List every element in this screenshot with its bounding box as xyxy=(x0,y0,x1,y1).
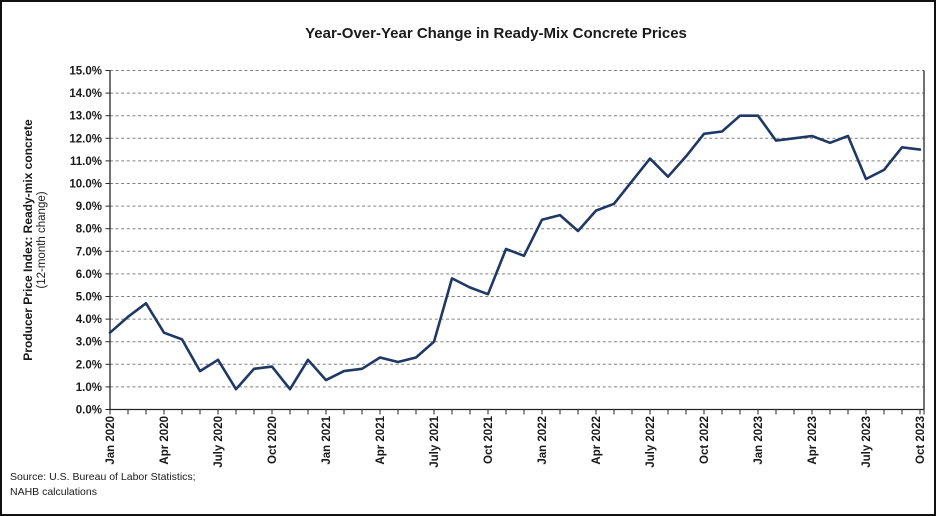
x-tick-label: July 2021 xyxy=(429,415,441,467)
price-series-line xyxy=(108,114,922,391)
x-tick-label: Apr 2022 xyxy=(591,416,603,465)
y-tick-label: 3.0% xyxy=(76,337,102,349)
x-tick-label: Oct 2020 xyxy=(267,416,279,464)
x-tick-label: Jan 2022 xyxy=(537,416,549,465)
x-tick-label: Apr 2020 xyxy=(159,416,171,465)
y-tick-label: 2.0% xyxy=(76,359,102,371)
x-tick-labels: Jan 2020 Apr 2020 July 2020 Oct 2020 Jan 202… xyxy=(105,415,927,467)
y-tick-label: 8.0% xyxy=(76,224,102,236)
chart-title: Year-Over-Year Change in Ready-Mix Concr… xyxy=(305,25,687,42)
y-tick-label: 9.0% xyxy=(76,201,102,213)
y-tick-label: 7.0% xyxy=(76,246,102,258)
x-tick-label: Jan 2020 xyxy=(105,416,117,465)
y-tick-labels: 0.0% 1.0% 2.0% 3.0% 4.0% 5.0% 6.0% 7.0% 8.0% 9.0%… xyxy=(69,66,102,417)
y-tick-label: 15.0% xyxy=(69,66,102,78)
y-tick-label: 0.0% xyxy=(76,405,102,417)
x-tick-label: Apr 2023 xyxy=(807,416,819,465)
x-tick-label: Oct 2022 xyxy=(699,416,711,464)
source-line1: Source: U.S. Bureau of Labor Statistics; xyxy=(10,471,196,483)
x-tick-label: Oct 2021 xyxy=(483,415,495,464)
x-tick-label: Oct 2023 xyxy=(915,416,927,464)
y-tick-label: 13.0% xyxy=(69,111,102,123)
y-tick-label: 12.0% xyxy=(69,133,102,145)
x-tick-label: Jan 2021 xyxy=(321,415,333,464)
y-tick-label: 10.0% xyxy=(69,179,102,191)
y-tick-label: 6.0% xyxy=(76,269,102,281)
y-tick-label: 4.0% xyxy=(76,314,102,326)
source-line2: NAHB calculations xyxy=(10,486,97,498)
gridlines xyxy=(110,70,924,388)
x-tick-label: July 2020 xyxy=(213,416,225,468)
axes xyxy=(109,70,925,411)
y-tick-label: 1.0% xyxy=(76,382,102,394)
y-tick-label: 11.0% xyxy=(70,156,102,168)
x-tick-label: July 2023 xyxy=(861,416,873,468)
source-note: Source: U.S. Bureau of Labor Statistics;… xyxy=(10,470,196,500)
y-tick-label: 5.0% xyxy=(76,292,102,304)
tick-marks xyxy=(105,70,925,415)
x-tick-label: July 2022 xyxy=(645,416,657,468)
x-tick-label: Jan 2023 xyxy=(753,416,765,465)
y-tick-label: 14.0% xyxy=(69,88,102,100)
x-tick-label: Apr 2021 xyxy=(375,415,387,464)
